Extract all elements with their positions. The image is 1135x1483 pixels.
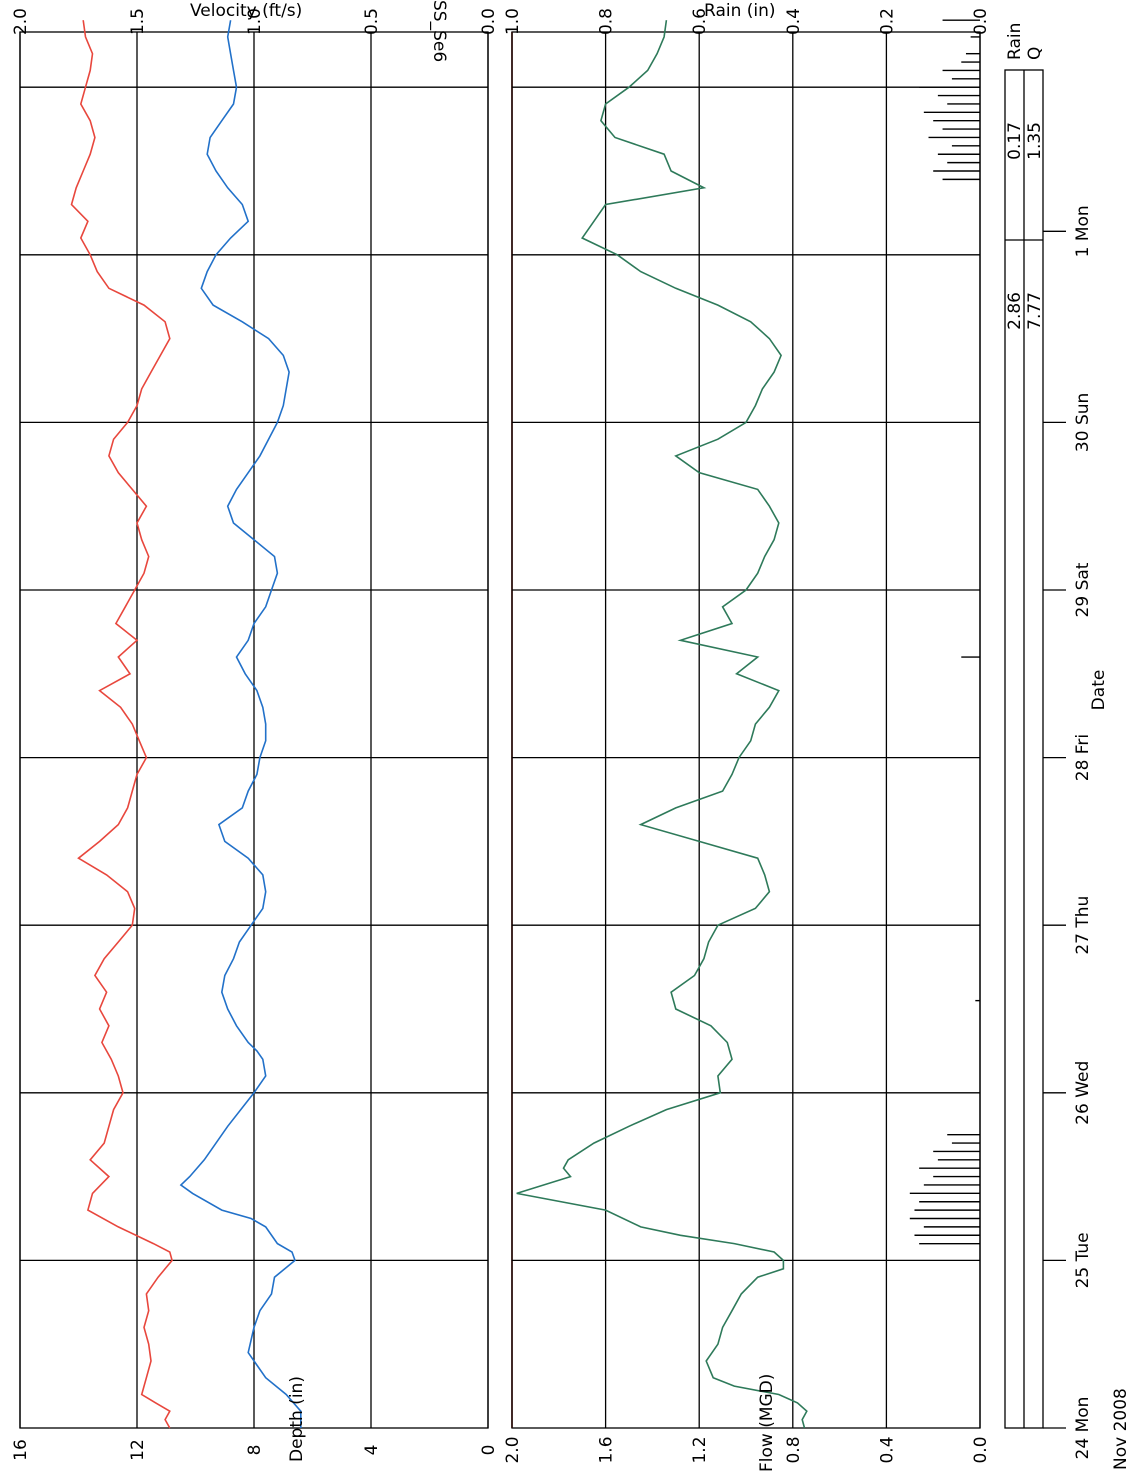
fr-left-tick-label: 0.4	[877, 1436, 897, 1463]
flow-rain-grid	[511, 32, 981, 1428]
fr-left-tick-label: 1.2	[690, 1436, 710, 1463]
dv-left-tick-label: 4	[362, 1445, 382, 1456]
velocity-axis-title: Velocity (ft/s)	[190, 1, 302, 21]
rain-total-value: 2.86	[1005, 292, 1025, 330]
date-tick-label: 30 Sun	[1073, 393, 1093, 452]
q-row-label: Q	[1025, 47, 1045, 60]
top-title-fragment: SS_Se6	[429, 0, 449, 62]
date-tick-label: 29 Sat	[1073, 562, 1093, 617]
q-total-value: 7.77	[1025, 292, 1045, 330]
fr-left-tick-label: 2.0	[503, 1436, 523, 1463]
date-tick-label: 24 Mon	[1073, 1397, 1093, 1460]
dv-right-tick-label: 1.5	[128, 8, 148, 35]
fr-right-tick-label: 0.6	[690, 8, 710, 35]
fr-right-tick-label: 0.8	[597, 8, 617, 35]
fr-right-tick-label: 1.0	[503, 8, 523, 35]
q-max-value: 1.35	[1025, 122, 1045, 160]
fr-right-tick-label: 0.4	[784, 8, 804, 35]
depth-series-line	[179, 20, 302, 1428]
date-axis-title: Date	[1089, 670, 1109, 711]
fr-left-tick-label: 1.6	[597, 1436, 617, 1463]
depth-velocity-ticks: 0 4 8 12 16 0.0 0.5 1.0 1.5 2.0	[11, 8, 499, 1461]
dv-left-tick-label: 8	[245, 1445, 265, 1456]
fr-right-tick-label: 0.2	[877, 8, 897, 35]
dv-right-tick-label: 2.0	[11, 8, 31, 35]
dv-right-tick-label: 0.0	[479, 8, 499, 35]
date-tick-label: 1 Mon	[1073, 205, 1093, 257]
date-tick-label: 26 Wed	[1073, 1061, 1093, 1125]
date-ticks: 24 Mon 25 Tue 26 Wed 27 Thu 28 Fri 29 Sat 30 S…	[1043, 205, 1093, 1459]
date-tick-label: 25 Tue	[1073, 1232, 1093, 1288]
rain-row-label: Rain	[1005, 23, 1025, 60]
depth-velocity-grid	[19, 32, 489, 1428]
depth-velocity-lines	[70, 20, 302, 1429]
depth-axis-title: Depth (in)	[287, 1376, 307, 1462]
dv-right-tick-label: 1.0	[245, 8, 265, 35]
dv-left-tick-label: 0	[479, 1445, 499, 1456]
totals-table: 0.17 1.35 2.86 7.77 Rain Q	[1004, 23, 1045, 1429]
flow-line	[516, 20, 808, 1429]
rain-max-value: 0.17	[1005, 122, 1025, 160]
date-tick-label: 27 Thu	[1073, 896, 1093, 955]
flow-axis-title: Flow (MGD)	[757, 1374, 777, 1472]
date-tick-label: 28 Fri	[1073, 734, 1093, 781]
flow-series-line	[516, 20, 808, 1429]
dv-left-tick-label: 12	[128, 1439, 148, 1461]
fr-left-tick-label: 0.0	[971, 1436, 991, 1463]
flow-rain-panel	[511, 19, 981, 1429]
dv-left-tick-label: 16	[11, 1439, 31, 1461]
flow-rain-ticks: 0.0 0.4 0.8 1.2 1.6 2.0 0.0 0.2 0.4 0.6 0.8 1.0	[503, 8, 991, 1464]
rain-bars	[909, 19, 980, 1245]
depth-velocity-panel	[19, 20, 489, 1429]
fr-right-tick-label: 0.0	[971, 8, 991, 35]
dv-right-tick-label: 0.5	[362, 8, 382, 35]
month-label: Nov 2008	[1111, 1388, 1131, 1470]
rain-axis-title: Rain (in)	[704, 1, 776, 21]
velocity-series-line	[70, 20, 173, 1429]
fr-left-tick-label: 0.8	[784, 1436, 804, 1463]
